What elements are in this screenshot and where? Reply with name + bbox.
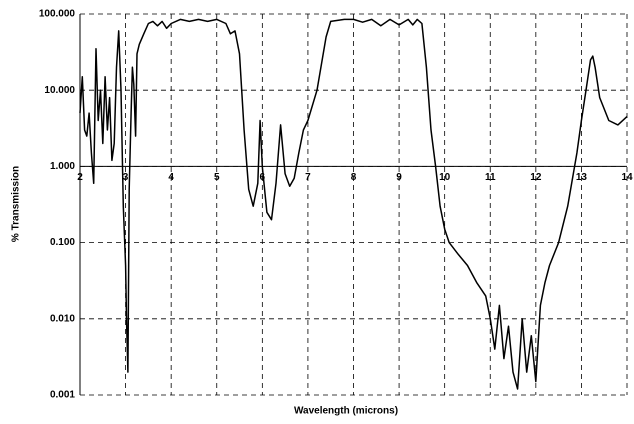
y-tick-label: 100.000	[39, 9, 76, 20]
y-tick-label: 0.010	[50, 313, 75, 324]
x-tick-label: 10	[439, 172, 451, 183]
x-tick-label: 7	[305, 172, 311, 183]
y-tick-label: 0.100	[50, 237, 75, 248]
x-axis-label: Wavelength (microns)	[294, 406, 398, 417]
x-tick-label: 13	[576, 172, 588, 183]
x-tick-label: 14	[621, 172, 633, 183]
x-tick-label: 6	[260, 172, 266, 183]
x-tick-label: 11	[485, 172, 496, 183]
y-axis-label: % Transmission	[11, 166, 22, 242]
x-tick-label: 4	[168, 172, 174, 183]
y-tick-label: 1.000	[50, 161, 75, 172]
spectrum-line	[79, 18, 628, 390]
y-tick-label: 10.000	[44, 85, 75, 96]
x-tick-label: 12	[530, 172, 542, 183]
x-tick-label: 3	[123, 172, 129, 183]
y-tick-label: 0.001	[50, 390, 75, 401]
x-tick-label: 9	[396, 172, 402, 183]
x-tick-label: 8	[351, 172, 357, 183]
x-tick-label: 5	[214, 172, 220, 183]
